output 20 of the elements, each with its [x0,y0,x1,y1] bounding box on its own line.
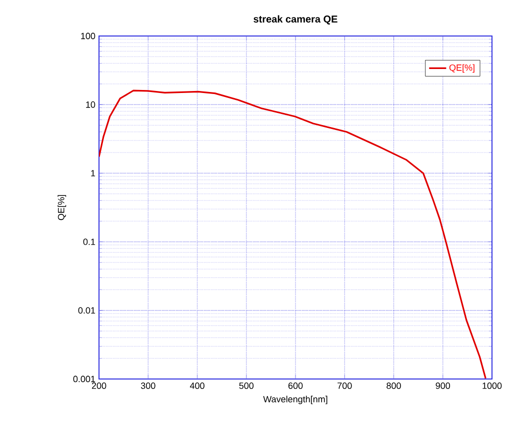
x-tick-label: 800 [386,382,401,389]
x-tick-label: 900 [436,382,450,389]
y-axis-title: QE[%] [58,195,66,220]
y-tick-label: 0.1 [83,238,96,245]
x-tick-label: 600 [288,382,303,389]
y-tick-label: 0.01 [78,307,96,314]
x-tick-label: 200 [92,382,106,389]
y-tick-label: 10 [86,101,96,108]
y-tick-label: 0.001 [73,376,96,382]
y-tick-label: 100 [81,32,96,40]
x-tick-label: 400 [190,382,204,389]
y-tick-label: 1 [91,170,96,176]
x-tick-label: 1000 [482,382,502,389]
line-series [99,90,486,379]
x-axis-title: Wavelength[nm] [263,396,328,404]
chart-title: streak camera QE [254,15,338,24]
x-tick-label: 300 [140,382,156,389]
legend-label: QE[%] [449,64,474,73]
x-tick-label: 700 [338,382,352,389]
x-tick-label: 500 [239,382,254,389]
